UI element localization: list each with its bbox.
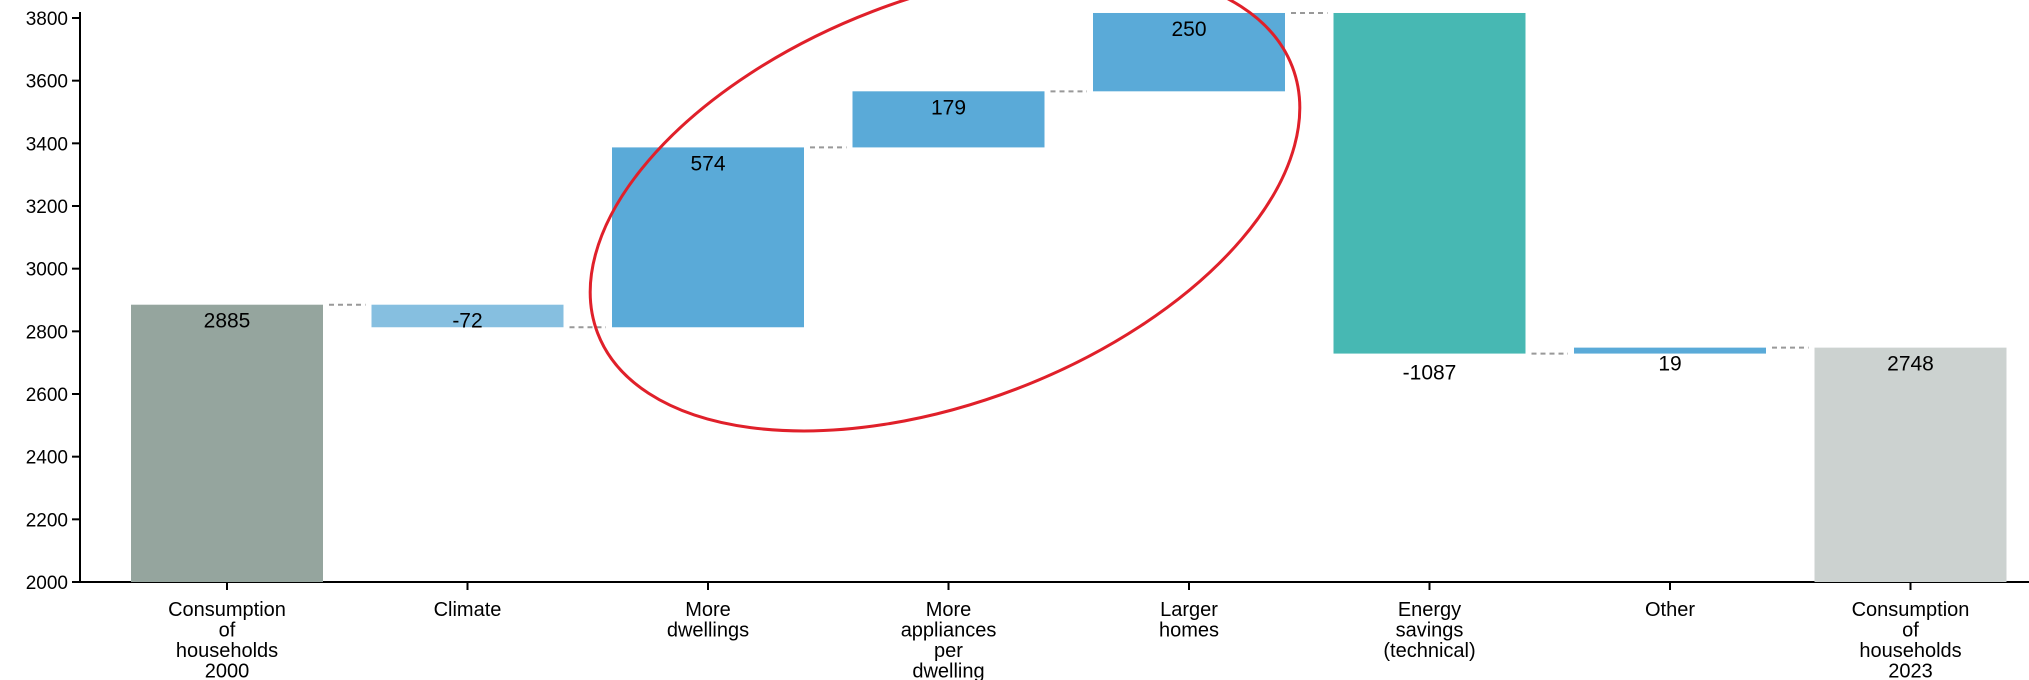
y-tick-label: 2000: [26, 573, 68, 594]
category-label-line: (technical): [1383, 640, 1475, 662]
category-label-line: households: [1859, 640, 1961, 662]
x-axis: [80, 581, 2029, 590]
category-label-line: of: [1902, 620, 1919, 642]
category-label-line: More: [926, 599, 972, 621]
data-label: 2885: [204, 310, 251, 333]
category-label-line: per: [934, 640, 963, 662]
data-label: 250: [1171, 18, 1206, 41]
data-label: -72: [452, 310, 482, 333]
bar: [612, 147, 804, 328]
y-tick-label: 3400: [26, 134, 68, 155]
data-label: -1087: [1403, 362, 1457, 385]
data-label: 2748: [1887, 353, 1934, 376]
category-label: Larger homes: [1159, 599, 1219, 642]
category-label: More appliances per dwelling: [901, 599, 997, 680]
category-label-line: savings: [1396, 620, 1464, 642]
category-label-line: Larger: [1160, 599, 1218, 621]
bar: [1814, 347, 2007, 582]
y-tick-label: 3000: [26, 260, 68, 281]
category-label-line: appliances: [901, 620, 997, 642]
category-label-line: Consumption: [1852, 599, 1970, 621]
category-label: Energy savings (technical): [1383, 599, 1475, 662]
bar: [1574, 347, 1766, 354]
y-tick-label: 2200: [26, 510, 68, 531]
highlight-ellipse: [588, 0, 1302, 433]
category-label-line: of: [219, 620, 236, 642]
y-tick-label: 3800: [26, 9, 68, 30]
category-label-line: Energy: [1398, 599, 1461, 621]
category-label-line: Other: [1645, 599, 1695, 621]
category-label-line: households: [176, 640, 278, 662]
connectors: [329, 11, 1809, 355]
category-label: Consumption of households 2023: [1852, 599, 1970, 680]
category-label-line: dwelling: [912, 661, 984, 680]
category-label-line: Consumption: [168, 599, 286, 621]
bar: [1333, 12, 1526, 354]
y-tick-label: 2800: [26, 322, 68, 343]
category-label: More dwellings: [667, 599, 749, 642]
category-label: Other: [1645, 599, 1695, 621]
data-labels: 2885 -72 574 179 250 -1087 19 2748: [204, 18, 1934, 385]
data-label: 574: [690, 152, 725, 175]
bars: [131, 12, 2007, 582]
bar: [1093, 12, 1285, 92]
category-label-line: dwellings: [667, 620, 749, 642]
bar: [852, 91, 1045, 148]
category-label-line: 2000: [205, 661, 250, 680]
data-label: 179: [931, 96, 966, 119]
category-label: Consumption of households 2000: [168, 599, 286, 680]
category-label-line: More: [685, 599, 731, 621]
category-label: Climate: [434, 599, 502, 621]
y-tick-label: 3600: [26, 72, 68, 93]
bar: [131, 304, 323, 582]
y-tick-label: 2600: [26, 385, 68, 406]
category-label-line: Climate: [434, 599, 502, 621]
y-axis: 2000 2200 2400 2600 2800 3000 3200 3400 3600 3800: [26, 9, 81, 594]
category-label-line: homes: [1159, 620, 1219, 642]
data-label: 19: [1658, 353, 1681, 376]
bar: [371, 304, 564, 328]
y-tick-label: 2400: [26, 448, 68, 469]
category-label-line: 2023: [1888, 661, 1933, 680]
y-tick-label: 3200: [26, 197, 68, 218]
